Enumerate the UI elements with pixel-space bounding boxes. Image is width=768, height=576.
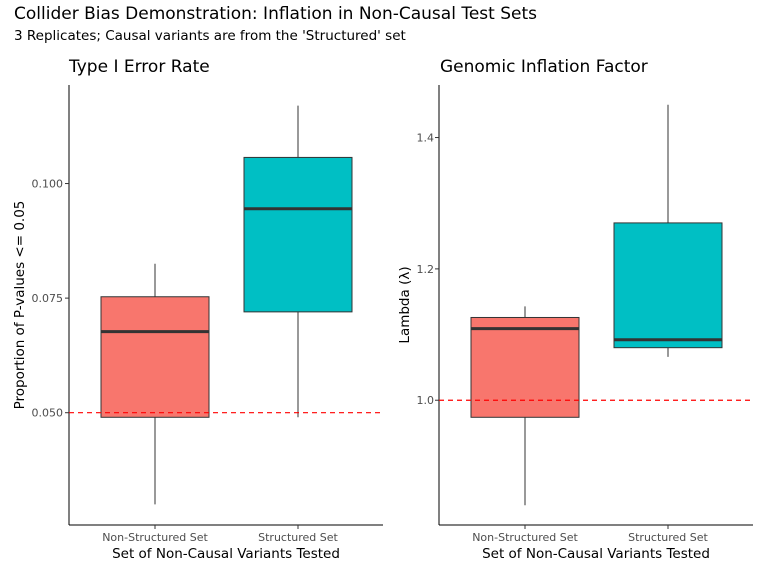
y-axis-title: Lambda (λ) [397, 266, 413, 343]
y-tick-label: 1.4 [417, 132, 435, 145]
box-non-structured [100, 263, 210, 505]
box-iqr [613, 222, 723, 349]
figure-subtitle: 3 Replicates; Causal variants are from t… [14, 28, 406, 44]
panel-title: Type I Error Rate [68, 57, 210, 77]
x-tick-labels: Non-Structured Set Structured Set [472, 531, 708, 544]
y-tick-labels: 1.0 1.2 1.4 [417, 132, 435, 408]
y-axis-title: Proportion of P-values <= 0.05 [12, 201, 28, 410]
x-tick-label: Structured Set [628, 531, 708, 544]
box-iqr [470, 316, 580, 418]
box-iqr [100, 296, 210, 418]
y-tick-label: 0.050 [32, 407, 64, 420]
x-tick-label: Non-Structured Set [102, 531, 208, 544]
x-tick-label: Non-Structured Set [472, 531, 578, 544]
y-tick-label: 1.2 [417, 263, 435, 276]
x-tick-labels: Non-Structured Set Structured Set [102, 531, 338, 544]
y-tick-label: 1.0 [417, 394, 435, 407]
y-tick-labels: 0.050 0.075 0.100 [32, 178, 64, 420]
box-structured [243, 105, 353, 418]
panel-title: Genomic Inflation Factor [440, 57, 648, 77]
box-iqr [243, 156, 353, 313]
x-axis-title: Set of Non-Causal Variants Tested [112, 546, 340, 562]
figure-title: Collider Bias Demonstration: Inflation i… [14, 4, 537, 24]
box-structured [613, 104, 723, 357]
box-non-structured [470, 306, 580, 506]
panel-type-i-error: Type I Error Rate Set of Non-Causal Vari… [12, 57, 383, 562]
plot-marks [435, 85, 753, 529]
x-tick-label: Structured Set [258, 531, 338, 544]
plot-marks [65, 85, 383, 529]
panel-genomic-inflation: Genomic Inflation Factor Set of Non-Caus… [397, 57, 753, 562]
y-tick-label: 0.075 [32, 292, 64, 305]
y-tick-label: 0.100 [32, 178, 64, 191]
x-axis-title: Set of Non-Causal Variants Tested [482, 546, 710, 562]
